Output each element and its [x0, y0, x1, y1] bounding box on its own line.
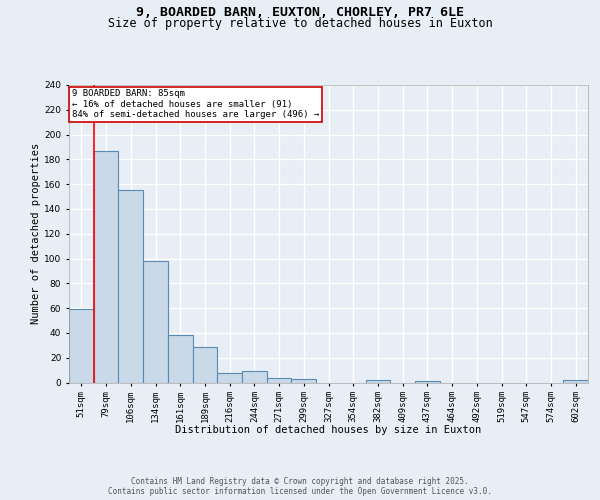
Bar: [563, 380, 588, 382]
Text: Contains HM Land Registry data © Crown copyright and database right 2025.
Contai: Contains HM Land Registry data © Crown c…: [108, 476, 492, 496]
Bar: [267, 378, 292, 382]
Bar: [242, 372, 267, 382]
Bar: [217, 372, 242, 382]
Bar: [69, 310, 94, 382]
X-axis label: Distribution of detached houses by size in Euxton: Distribution of detached houses by size …: [175, 425, 482, 435]
Bar: [292, 379, 316, 382]
Bar: [143, 261, 168, 382]
Bar: [365, 380, 390, 382]
Bar: [168, 336, 193, 382]
Bar: [193, 346, 217, 382]
Y-axis label: Number of detached properties: Number of detached properties: [31, 143, 41, 324]
Bar: [118, 190, 143, 382]
Text: 9 BOARDED BARN: 85sqm
← 16% of detached houses are smaller (91)
84% of semi-deta: 9 BOARDED BARN: 85sqm ← 16% of detached …: [71, 90, 319, 120]
Text: 9, BOARDED BARN, EUXTON, CHORLEY, PR7 6LE: 9, BOARDED BARN, EUXTON, CHORLEY, PR7 6L…: [136, 6, 464, 19]
Text: Size of property relative to detached houses in Euxton: Size of property relative to detached ho…: [107, 17, 493, 30]
Bar: [94, 150, 118, 382]
